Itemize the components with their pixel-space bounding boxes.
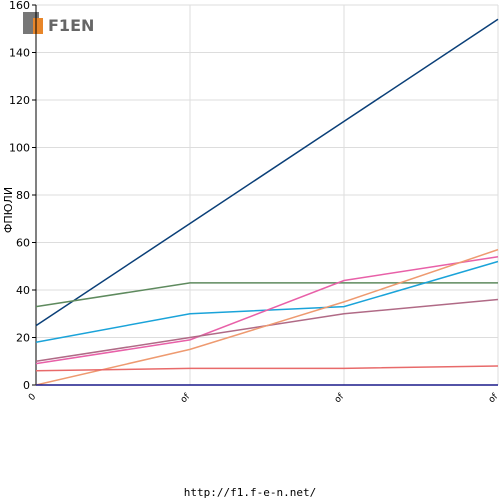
- y-tick-label: 120: [9, 94, 30, 107]
- series-line: [35, 365, 499, 372]
- series-line: [35, 256, 499, 365]
- logo-shape: [33, 18, 43, 34]
- y-axis-label: ФПЮЛИ: [2, 187, 15, 233]
- logo-text: F1EN: [48, 16, 94, 35]
- series-line: [35, 298, 499, 362]
- y-tick-label: 80: [16, 189, 30, 202]
- y-tick-label: 0: [23, 379, 30, 392]
- series-line: [35, 248, 499, 386]
- y-tick-label: 160: [9, 0, 30, 12]
- y-tick-label: 60: [16, 237, 30, 250]
- y-tick-label: 40: [16, 284, 30, 297]
- series-line: [35, 18, 499, 327]
- y-tick-label: 20: [16, 332, 30, 345]
- x-tick-label: of: [333, 391, 347, 405]
- y-tick-label: 140: [9, 47, 30, 60]
- x-tick-label: of: [179, 391, 193, 405]
- footer: http://f1.f-e-n.net/: [184, 486, 316, 499]
- x-tick-label: of: [487, 391, 500, 405]
- series-line: [35, 282, 498, 308]
- y-tick-label: 100: [9, 142, 30, 155]
- x-tick-label: 0: [27, 392, 38, 403]
